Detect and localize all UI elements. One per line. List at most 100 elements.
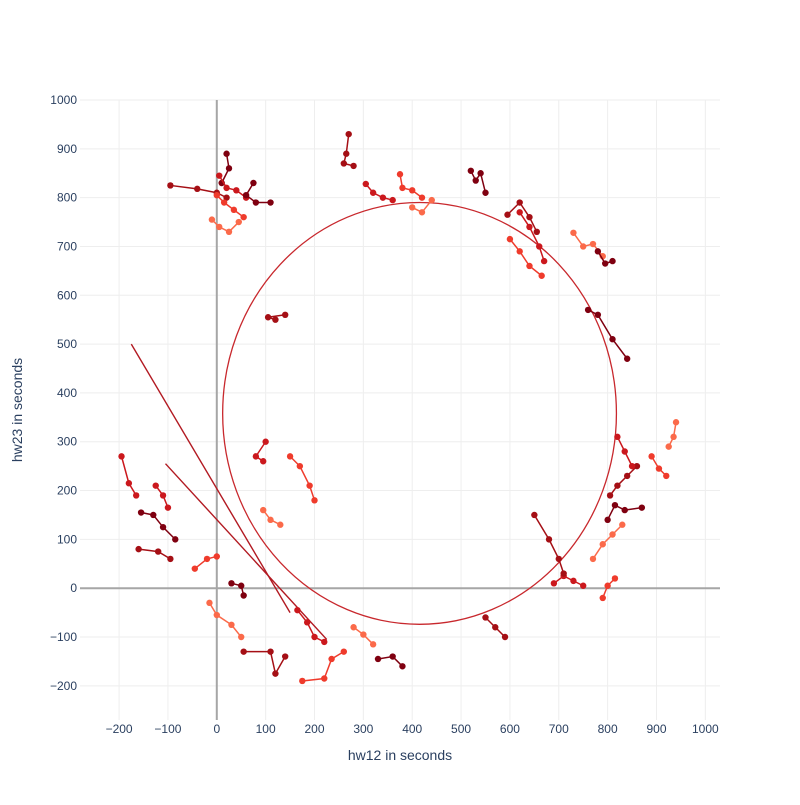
data-point: [492, 624, 499, 631]
data-point: [504, 211, 511, 218]
data-point: [399, 184, 406, 192]
data-point: [594, 248, 602, 255]
data-point: [213, 611, 220, 619]
data-point: [516, 199, 523, 206]
data-point: [152, 482, 159, 489]
data-point: [467, 167, 475, 174]
series-line: [606, 504, 642, 521]
x-tick-label: 900: [646, 722, 666, 736]
data-point: [240, 648, 247, 655]
data-point: [191, 565, 199, 572]
data-point: [296, 462, 304, 470]
x-tick-label: 700: [549, 722, 569, 736]
y-tick-label: 600: [57, 288, 77, 302]
data-point: [213, 553, 220, 560]
data-point: [228, 621, 235, 629]
data-point: [623, 472, 631, 480]
data-point: [621, 506, 628, 514]
series-line: [587, 309, 628, 360]
data-point: [233, 187, 240, 194]
data-point: [655, 465, 663, 472]
data-point: [599, 541, 606, 548]
data-point: [228, 580, 235, 587]
y-axis-ticks: −200 −100 0 100 200 300 400 500 600 700 800 900 1000: [50, 93, 77, 693]
data-point: [167, 555, 174, 563]
x-tick-label: 0: [213, 722, 220, 736]
data-point: [516, 209, 523, 216]
data-point: [665, 443, 672, 450]
data-point: [267, 199, 274, 206]
series-line: [245, 182, 271, 204]
data-point: [389, 196, 396, 204]
y-axis-title: hw23 in seconds: [9, 358, 25, 462]
data-point: [540, 257, 548, 265]
data-point: [360, 631, 367, 638]
data-point: [482, 614, 489, 621]
data-point: [208, 216, 216, 223]
data-point: [194, 185, 201, 193]
data-point: [242, 191, 250, 199]
data-point: [589, 240, 597, 248]
data-point: [418, 209, 426, 216]
data-point: [311, 497, 318, 504]
y-tick-label: 800: [57, 191, 77, 205]
data-point: [281, 653, 289, 660]
data-point: [135, 545, 142, 553]
series-line: [243, 650, 286, 676]
y-tick-label: −200: [50, 679, 77, 693]
data-point: [267, 648, 274, 655]
x-tick-label: 300: [353, 722, 373, 736]
data-point: [235, 218, 242, 226]
y-tick-label: 1000: [50, 93, 77, 107]
data-point: [264, 314, 272, 321]
data-point: [389, 653, 396, 660]
data-point: [299, 677, 306, 685]
data-point: [203, 555, 211, 563]
data-point: [159, 523, 167, 531]
data-point: [369, 641, 377, 648]
data-point: [619, 521, 626, 528]
data-point: [374, 655, 382, 663]
data-point: [606, 492, 614, 499]
series-line: [289, 455, 316, 501]
series-line: [609, 465, 638, 496]
data-point: [213, 191, 220, 199]
x-tick-label: 500: [451, 722, 471, 736]
data-point: [260, 506, 267, 514]
data-point: [311, 633, 318, 641]
data-point: [132, 492, 140, 499]
data-point: [601, 260, 609, 267]
data-point: [399, 663, 406, 670]
data-point: [614, 433, 621, 441]
data-point: [584, 306, 592, 314]
series-line: [302, 651, 345, 682]
x-tick-label: 1000: [692, 722, 719, 736]
y-tick-label: 300: [57, 435, 77, 449]
series-line: [470, 170, 487, 193]
data-point: [340, 160, 348, 167]
data-point: [252, 199, 260, 206]
data-point: [216, 223, 223, 231]
data-point: [409, 204, 416, 211]
series-line: [365, 183, 393, 201]
data-point: [533, 228, 540, 236]
data-point: [580, 582, 587, 589]
x-tick-label: −200: [106, 722, 133, 736]
data-point: [272, 670, 279, 677]
data-point: [240, 592, 247, 599]
data-point: [286, 453, 294, 460]
data-point: [570, 577, 577, 585]
series-line: [170, 184, 227, 199]
series-line: [519, 211, 545, 262]
data-point: [531, 511, 538, 519]
data-point: [379, 194, 387, 201]
y-tick-label: −100: [50, 630, 77, 644]
y-tick-label: 200: [57, 484, 77, 498]
data-point: [570, 229, 577, 236]
data-point: [396, 171, 404, 178]
data-point: [614, 482, 621, 489]
data-point: [550, 580, 558, 587]
x-axis-ticks: −200 −100 0 100 200 300 400 500 600 700 800 900 1000: [106, 722, 719, 736]
data-point: [260, 458, 267, 465]
